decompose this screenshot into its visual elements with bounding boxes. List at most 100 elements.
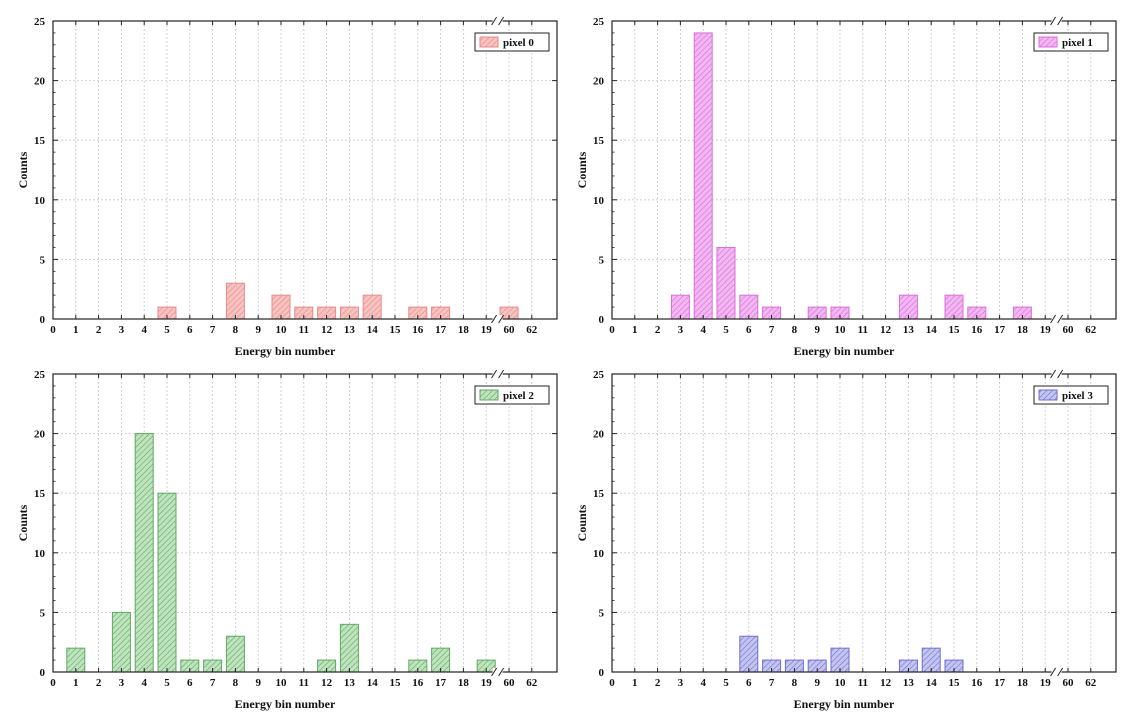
bar-bin-13 [339,623,359,673]
axis-break-mark [1050,314,1057,324]
x-tick-label: 14 [926,677,938,689]
x-tick-label: 11 [299,677,309,689]
x-tick-label: 60 [1063,324,1075,336]
axis-break-mark [1050,16,1057,26]
x-tick-label: 8 [233,324,239,336]
axis-break-mark [498,369,505,379]
bar-bin-4 [134,433,154,673]
axis-break-mark [491,16,498,26]
y-tick-label: 15 [593,488,605,500]
x-tick-label: 1 [73,677,79,689]
plot-frame [611,20,1117,320]
axis-break-mark [491,314,498,324]
y-tick-label: 25 [593,369,605,381]
x-tick-label: 14 [367,324,379,336]
x-tick-label: 3 [119,324,125,336]
x-tick-label: 6 [187,324,193,336]
y-tick-label: 10 [593,548,605,560]
legend-label: pixel 1 [1062,37,1093,49]
x-tick-label: 0 [50,324,56,336]
x-tick-label: 3 [678,677,684,689]
x-tick-label: 9 [814,324,820,336]
chart-panel-0: 0 1 2 3 4 5 6 7 8 9 10 11 12 13 14 15 16 17 18 19 60 62051015… [16,16,558,358]
y-axis-title: Counts [16,151,30,188]
x-tick-label: 17 [994,677,1006,689]
y-tick-label: 0 [599,667,605,679]
x-tick-label: 11 [858,324,868,336]
x-tick-label: 9 [255,677,261,689]
plot-frame [611,373,1117,673]
axis-break-mark [1057,369,1064,379]
y-tick-label: 0 [40,314,46,326]
y-tick-label: 20 [34,76,46,88]
x-tick-label: 8 [792,677,798,689]
x-tick-label: 62 [1085,677,1097,689]
x-tick-label: 16 [412,324,424,336]
x-tick-label: 19 [1040,677,1052,689]
x-tick-label: 5 [723,324,729,336]
x-tick-label: 12 [880,324,892,336]
x-tick-label: 6 [187,677,193,689]
y-tick-label: 20 [593,429,605,441]
y-axis-title: Counts [575,151,589,188]
x-tick-label: 15 [390,324,402,336]
legend-swatch [1038,36,1058,48]
x-tick-label: 12 [321,324,333,336]
x-tick-label: 18 [458,324,470,336]
x-tick-label: 60 [504,324,516,336]
x-tick-label: 1 [632,324,638,336]
x-axis-title: Energy bin number [794,697,895,711]
x-tick-label: 17 [435,677,447,689]
bar-bin-3 [111,611,131,673]
x-tick-label: 4 [141,324,147,336]
x-tick-label: 11 [858,677,868,689]
x-tick-label: 5 [164,324,170,336]
bar-bin-6 [739,635,759,673]
x-tick-label: 14 [367,677,379,689]
x-tick-label: 16 [412,677,424,689]
x-tick-label: 7 [769,677,775,689]
x-tick-label: 6 [746,324,752,336]
legend-swatch [479,389,499,401]
y-tick-label: 5 [599,607,605,619]
axis-break-mark [491,667,498,677]
y-tick-label: 15 [34,488,46,500]
bar-bin-8 [225,635,245,673]
x-tick-label: 62 [526,677,538,689]
legend-swatch [479,36,499,48]
y-tick-label: 15 [593,135,605,147]
x-tick-label: 2 [96,677,102,689]
x-tick-label: 14 [926,324,938,336]
x-tick-label: 2 [655,677,661,689]
y-tick-label: 0 [599,314,605,326]
bar-bin-5 [716,246,736,320]
x-tick-label: 8 [792,324,798,336]
x-tick-label: 7 [210,677,216,689]
bar-bin-8 [225,282,245,320]
x-tick-label: 5 [723,677,729,689]
y-tick-label: 5 [40,254,46,266]
bar-bin-4 [693,32,713,320]
y-tick-label: 10 [34,195,46,207]
x-tick-label: 3 [119,677,125,689]
x-tick-label: 7 [210,324,216,336]
x-tick-label: 62 [1085,324,1097,336]
x-tick-label: 1 [73,324,79,336]
x-tick-label: 60 [504,677,516,689]
legend-label: pixel 2 [503,390,534,402]
x-tick-label: 2 [96,324,102,336]
x-tick-label: 5 [164,677,170,689]
x-tick-label: 15 [390,677,402,689]
axis-break-mark [1057,16,1064,26]
y-axis-title: Counts [575,504,589,541]
axis-break-mark [491,369,498,379]
x-axis-title: Energy bin number [794,344,895,358]
x-tick-label: 16 [971,324,983,336]
y-axis-title: Counts [16,504,30,541]
x-tick-label: 16 [971,677,983,689]
y-tick-label: 5 [599,254,605,266]
plot-frame [52,373,558,673]
axis-break-mark [498,667,505,677]
y-tick-label: 15 [34,135,46,147]
